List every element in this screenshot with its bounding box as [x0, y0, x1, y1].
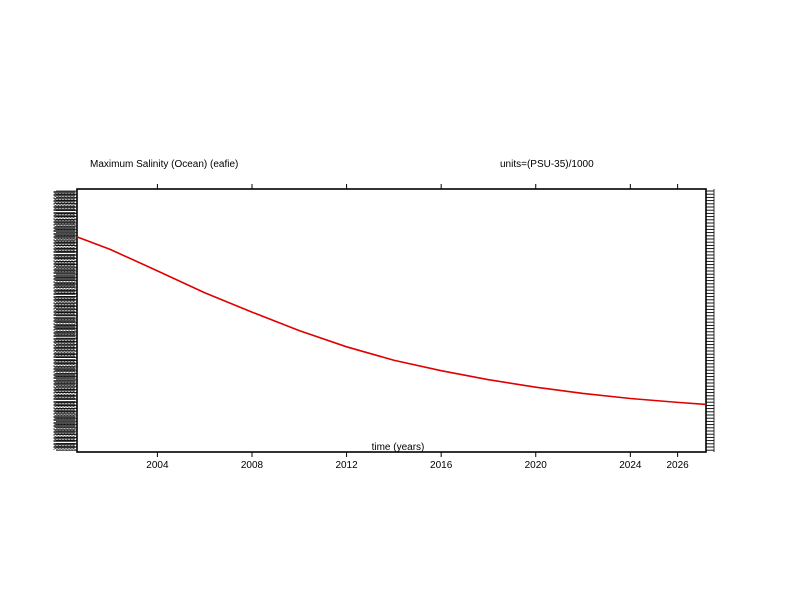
x-axis-tick-label: 2004: [146, 460, 169, 471]
series-line: [76, 236, 707, 406]
x-axis-tick-label: 2016: [430, 460, 453, 471]
x-axis-label: time (years): [372, 442, 425, 453]
x-axis-tick-label: 2020: [525, 460, 548, 471]
chart-units-label: units=(PSU-35)/1000: [500, 159, 594, 170]
x-axis-tick-label: 2024: [619, 460, 642, 471]
plot-area: 2004 2008 2012 2016 2020 2024 2026: [53, 184, 715, 471]
plot-frame: [76, 188, 707, 453]
x-axis-tick-label: 2008: [241, 460, 264, 471]
x-axis-tick-label: 2012: [335, 460, 358, 471]
chart-title: Maximum Salinity (Ocean) (eafie): [90, 159, 238, 170]
x-axis-tick-label: 2026: [666, 460, 689, 471]
